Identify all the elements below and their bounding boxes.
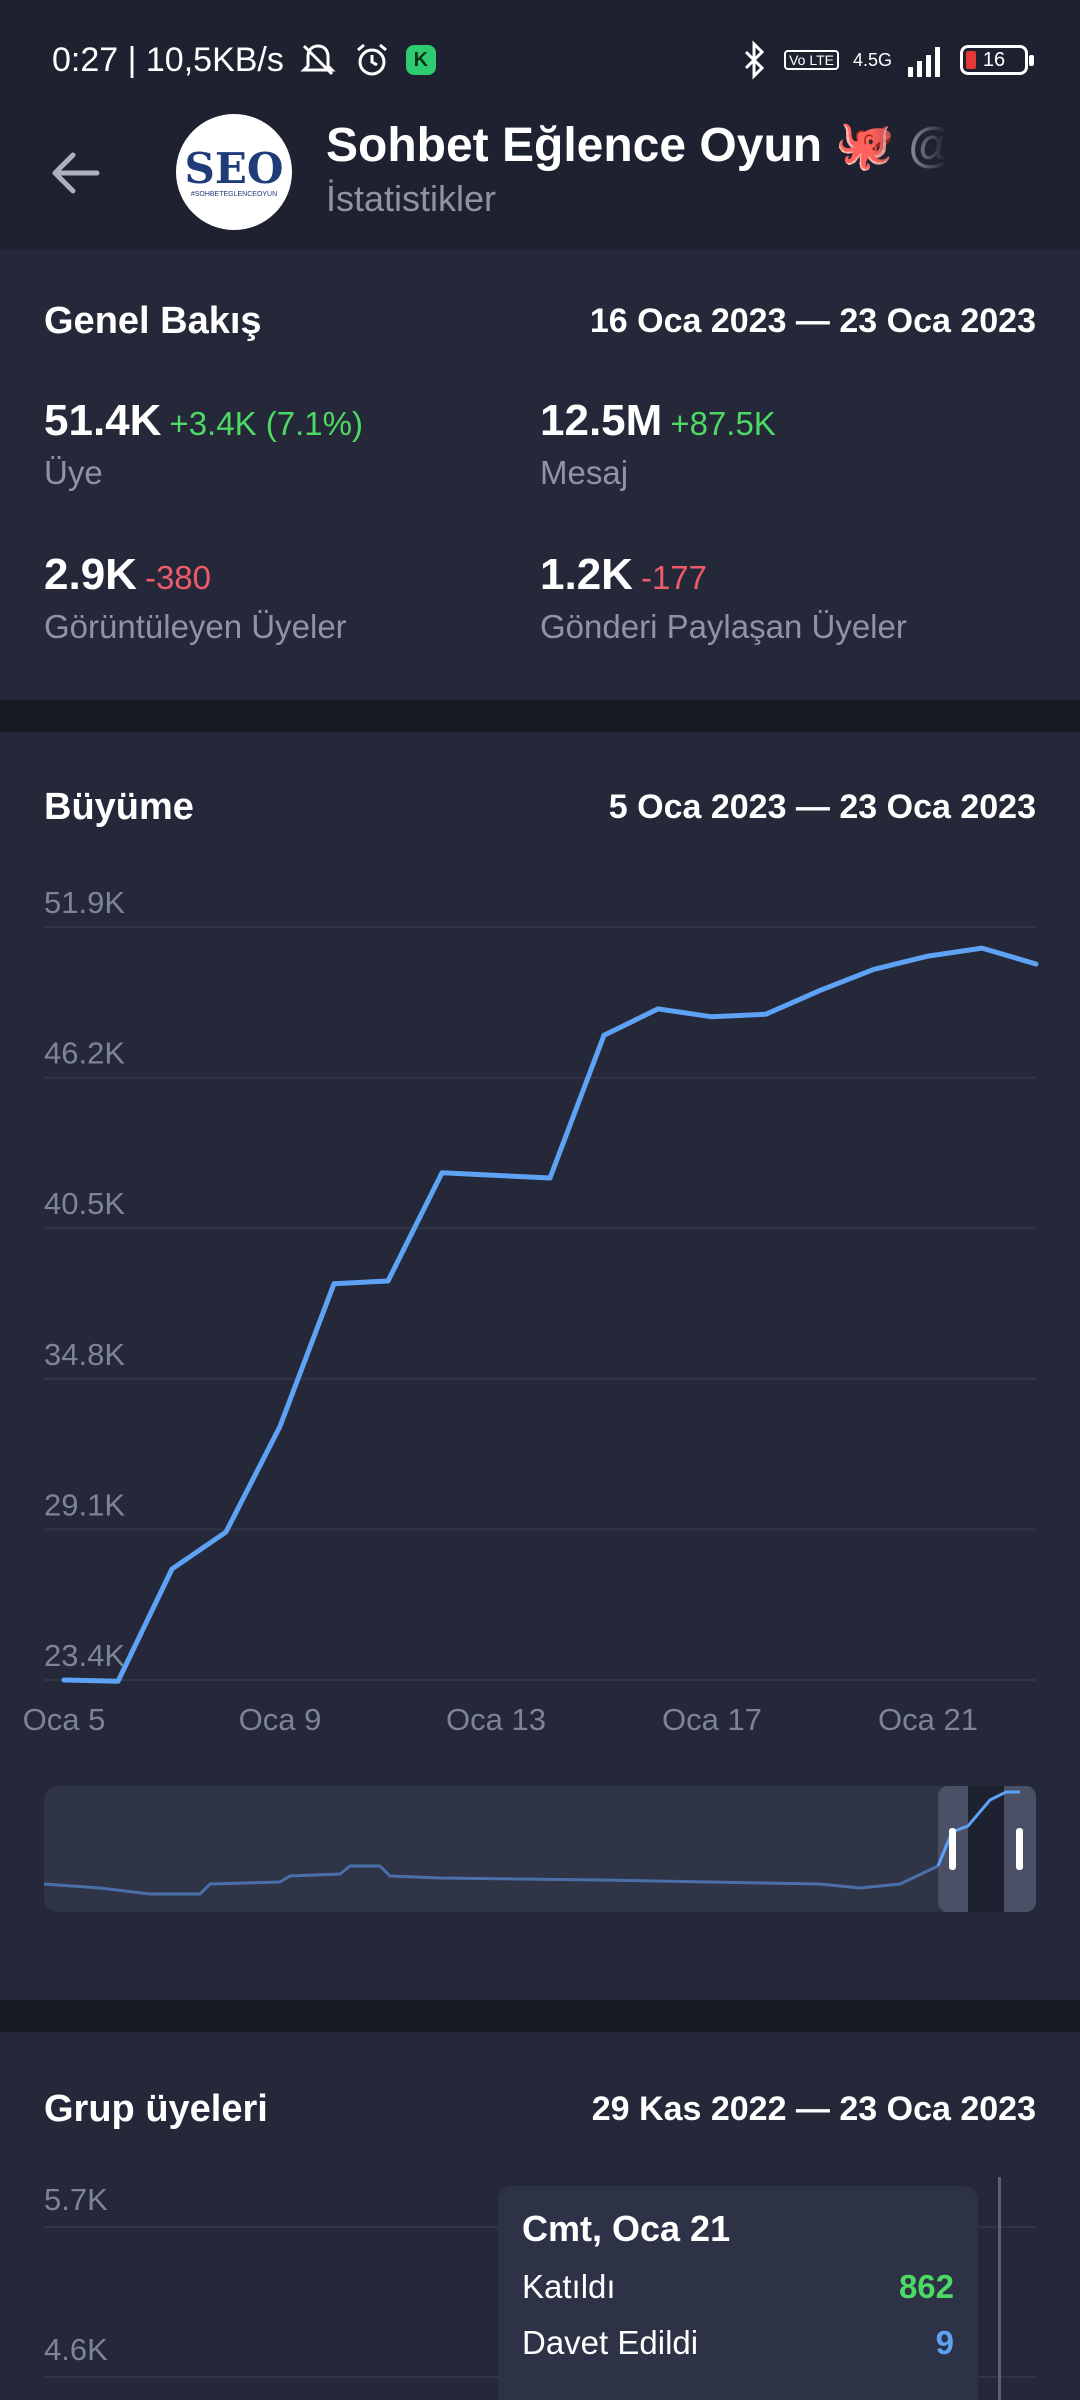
stat-members: 51.4K +3.4K (7.1%) Üye — [44, 396, 363, 492]
growth-x-tick-label: Oca 5 — [23, 1702, 106, 1737]
alarm-icon — [356, 43, 387, 76]
kaspersky-icon: K — [405, 45, 436, 75]
stat-label: Mesaj — [540, 454, 629, 491]
volte-icon: Vo LTE — [784, 50, 839, 70]
tooltip-row: Davet Edildi 9 — [522, 2324, 954, 2362]
growth-range: 5 Oca 2023 — 23 Oca 2023 — [608, 788, 1036, 826]
navigator-mini-line — [43, 1864, 939, 1896]
battery-icon: 16 — [960, 45, 1034, 75]
stat-value: 1.2K — [540, 550, 633, 599]
status-time: 0:27 | 10,5KB/s — [52, 40, 284, 79]
arrow-left-icon — [52, 152, 100, 194]
battery-level: 16 — [982, 48, 1006, 71]
status-bar: 0:27 | 10,5KB/s K Vo LTE 4.5G 16 — [0, 0, 1080, 120]
tooltip-label: Katıldı — [522, 2268, 616, 2305]
growth-y-tick-label: 40.5K — [44, 1186, 125, 1221]
growth-chart[interactable]: 23.4K 29.1K 34.8K 40.5K 46.2K 51.9K Oca 5 Oca … — [0, 850, 1080, 1860]
growth-y-tick-label: 23.4K — [44, 1638, 125, 1673]
overview-card: Genel Bakış 16 Oca 2023 — 23 Oca 2023 51… — [0, 250, 1080, 700]
stat-label: Gönderi Paylaşan Üyeler — [540, 608, 907, 645]
growth-y-tick-label: 34.8K — [44, 1337, 125, 1372]
stat-delta: +3.4K (7.1%) — [169, 405, 363, 442]
signal-icon — [908, 47, 940, 77]
tooltip-value: 862 — [898, 2268, 954, 2305]
stat-messages: 12.5M +87.5K Mesaj — [540, 396, 776, 492]
members-ytick: 5.7K — [44, 2182, 108, 2217]
growth-x-tick-label: Oca 17 — [662, 1702, 762, 1737]
navigator-right-handle[interactable] — [1016, 1828, 1023, 1870]
network-type: 4.5G — [852, 49, 892, 70]
members-cursor-line — [998, 2177, 1001, 2400]
chart-range-navigator[interactable] — [0, 1780, 1080, 1920]
stat-value: 2.9K — [44, 550, 137, 599]
growth-y-tick-label: 29.1K — [44, 1487, 125, 1522]
navigator-left-handle[interactable] — [949, 1828, 956, 1870]
overview-title: Genel Bakış — [44, 300, 262, 342]
stat-label: Görüntüleyen Üyeler — [44, 608, 347, 645]
overview-range: 16 Oca 2023 — 23 Oca 2023 — [589, 302, 1036, 340]
members-title: Grup üyeleri — [44, 2088, 268, 2130]
section-divider — [0, 700, 1080, 732]
avatar-subtext: #SOHBETEGLENCEOYUN — [190, 190, 278, 198]
stat-delta: -177 — [640, 559, 708, 596]
growth-y-tick-label: 46.2K — [44, 1036, 125, 1071]
growth-y-tick-label: 51.9K — [44, 885, 125, 920]
muted-bell-icon — [300, 44, 336, 76]
growth-x-tick-label: Oca 9 — [239, 1702, 322, 1737]
members-range: 29 Kas 2022 — 23 Oca 2023 — [591, 2090, 1036, 2128]
tooltip-row: Katıldı 862 — [522, 2268, 954, 2306]
navigator-track — [44, 1786, 1036, 1912]
members-tooltip: Cmt, Oca 21 Katıldı 862 Davet Edildi 9 — [498, 2186, 978, 2400]
bluetooth-icon — [745, 40, 765, 80]
stat-value: 12.5M — [540, 396, 663, 445]
tooltip-label: Davet Edildi — [522, 2324, 699, 2361]
stat-delta: +87.5K — [670, 405, 776, 442]
stat-label: Üye — [44, 454, 103, 491]
avatar[interactable]: SEO #SOHBETEGLENCEOYUN — [176, 114, 292, 230]
tooltip-title: Cmt, Oca 21 — [522, 2208, 731, 2249]
tooltip-value: 9 — [935, 2324, 954, 2361]
growth-x-tick-label: Oca 13 — [446, 1702, 546, 1737]
app-header: SEO #SOHBETEGLENCEOYUN Sohbet Eğlence Oy… — [0, 108, 1080, 248]
back-button[interactable] — [40, 138, 110, 208]
section-divider — [0, 2000, 1080, 2032]
avatar-logo: SEO — [184, 143, 284, 193]
growth-title: Büyüme — [44, 786, 194, 828]
growth-series-line — [61, 945, 1039, 1684]
stat-delta: -380 — [144, 559, 212, 596]
page-subtitle: İstatistikler — [326, 178, 497, 219]
members-ytick: 4.6K — [44, 2332, 108, 2367]
stat-posting-members: 1.2K -177 Gönderi Paylaşan Üyeler — [540, 550, 907, 646]
growth-x-tick-label: Oca 21 — [878, 1702, 978, 1737]
chat-title: Sohbet Eğlence Oyun 🐙 @s — [326, 119, 946, 172]
stat-value: 51.4K — [44, 396, 162, 445]
stat-viewing-members: 2.9K -380 Görüntüleyen Üyeler — [44, 550, 347, 646]
